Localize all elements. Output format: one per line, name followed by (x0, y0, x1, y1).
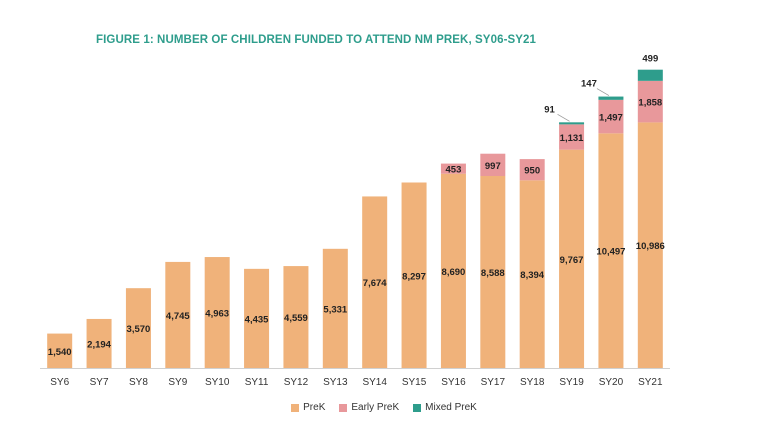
bar-prek-sy13 (322, 248, 348, 368)
data-label-early-prek-sy18: 950 (524, 166, 540, 177)
bar-prek-sy6 (47, 333, 73, 368)
bar-mixed-prek-sy20 (598, 96, 624, 100)
x-tick-label-sy10: SY10 (205, 377, 230, 388)
bar-prek-sy9 (165, 261, 191, 368)
x-tick-label-sy13: SY13 (323, 377, 348, 388)
callout-line-sy20 (596, 88, 610, 96)
bar-prek-sy11 (244, 268, 270, 368)
legend-label-prek: PreK (303, 402, 326, 413)
x-tick-label-sy15: SY15 (402, 377, 427, 388)
bar-early-prek-sy21 (637, 80, 663, 123)
data-label-prek-sy18: 8,394 (520, 270, 544, 281)
x-tick-label-sy14: SY14 (362, 377, 387, 388)
legend-label-early-prek: Early PreK (351, 402, 400, 413)
x-tick-label-sy9: SY9 (168, 377, 187, 388)
legend-swatch-early-prek (339, 403, 348, 412)
legend-item-prek: PreK (291, 402, 325, 413)
data-label-prek-sy14: 7,674 (363, 278, 387, 289)
legend-swatch-mixed-prek (413, 403, 422, 412)
legend-swatch-prek (291, 403, 300, 412)
data-label-early-prek-sy17: 997 (485, 161, 501, 172)
data-label-early-prek-sy20: 1,497 (599, 113, 623, 124)
bar-prek-sy12 (283, 266, 309, 368)
data-label-early-prek-sy21: 1,858 (638, 98, 662, 109)
bar-prek-sy17 (480, 175, 506, 368)
bar-prek-sy10 (204, 257, 230, 368)
data-label-prek-sy11: 4,435 (245, 314, 269, 325)
data-label-prek-sy21: 10,986 (636, 241, 665, 252)
data-label-prek-sy12: 4,559 (284, 313, 308, 324)
x-tick-label-sy11: SY11 (245, 377, 269, 388)
x-tick-label-sy7: SY7 (90, 377, 109, 388)
data-label-prek-sy13: 5,331 (323, 304, 347, 315)
x-tick-label-sy16: SY16 (441, 377, 466, 388)
bar-early-prek-sy16 (440, 163, 466, 174)
bar-early-prek-sy20 (598, 99, 624, 134)
x-tick-label-sy12: SY12 (284, 377, 309, 388)
chart-title: FIGURE 1: NUMBER OF CHILDREN FUNDED TO A… (96, 34, 537, 46)
data-label-prek-sy8: 3,570 (127, 324, 151, 335)
bar-early-prek-sy17 (480, 153, 506, 176)
data-label-early-prek-sy16: 453 (446, 165, 462, 176)
bar-prek-sy21 (637, 122, 663, 368)
bar-prek-sy16 (440, 173, 466, 368)
data-label-mixed-prek-sy21: 499 (642, 54, 658, 65)
data-label-prek-sy19: 9,767 (560, 255, 584, 266)
data-label-prek-sy7: 2,194 (87, 339, 111, 350)
bar-early-prek-sy19 (559, 124, 585, 150)
bar-mixed-prek-sy21 (637, 69, 663, 81)
legend: PreK Early PreK Mixed PreK (0, 402, 768, 413)
bar-prek-sy19 (559, 149, 585, 368)
data-label-mixed-prek-sy19: 91 (544, 104, 555, 115)
bar-prek-sy18 (519, 180, 545, 368)
bar-prek-sy8 (125, 288, 151, 368)
bar-prek-sy14 (362, 196, 388, 368)
data-label-prek-sy20: 10,497 (596, 247, 625, 258)
x-tick-label-sy8: SY8 (129, 377, 148, 388)
legend-item-mixed-prek: Mixed PreK (413, 402, 477, 413)
callout-line-sy19 (557, 113, 570, 122)
data-label-prek-sy15: 8,297 (402, 271, 426, 282)
legend-label-mixed-prek: Mixed PreK (425, 402, 477, 413)
x-tick-label-sy17: SY17 (481, 377, 506, 388)
legend-item-early-prek: Early PreK (339, 402, 399, 413)
x-tick-label-sy21: SY21 (638, 377, 663, 388)
data-label-prek-sy17: 8,588 (481, 268, 505, 279)
data-label-prek-sy16: 8,690 (442, 267, 466, 278)
bar-prek-sy20 (598, 133, 624, 368)
x-tick-label-sy6: SY6 (50, 377, 69, 388)
bar-prek-sy7 (86, 318, 112, 368)
x-tick-label-sy19: SY19 (559, 377, 584, 388)
data-label-mixed-prek-sy20: 147 (581, 79, 597, 90)
bar-mixed-prek-sy19 (559, 122, 585, 125)
data-label-prek-sy10: 4,963 (205, 309, 229, 320)
bar-prek-sy15 (401, 182, 427, 368)
data-label-early-prek-sy19: 1,131 (560, 133, 584, 144)
data-label-prek-sy6: 1,540 (48, 347, 72, 358)
data-label-prek-sy9: 4,745 (166, 311, 190, 322)
x-tick-label-sy18: SY18 (520, 377, 545, 388)
x-tick-label-sy20: SY20 (599, 377, 624, 388)
bar-early-prek-sy18 (519, 159, 545, 181)
